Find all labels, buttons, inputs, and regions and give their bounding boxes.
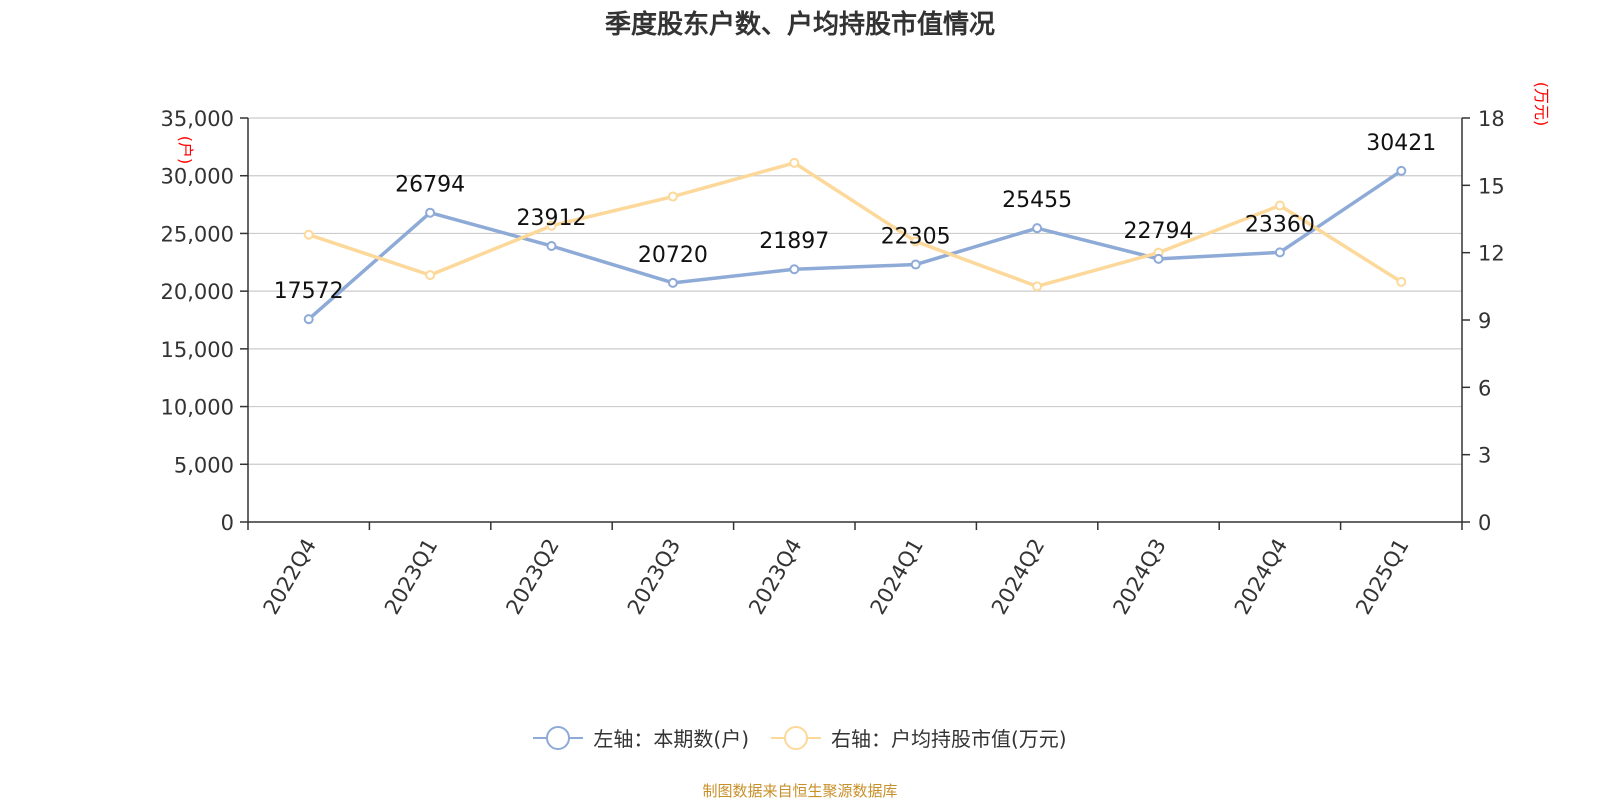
data-point-left <box>789 264 800 275</box>
x-tick-label: 2024Q3 <box>1108 535 1170 619</box>
data-label: 22794 <box>1124 219 1194 244</box>
y-left-tick-label: 30,000 <box>161 165 234 189</box>
legend-swatch-right <box>771 725 821 750</box>
legend-item-right-series[interactable]: 右轴：户均持股市值(万元) <box>771 723 1067 752</box>
x-tick-label: 2023Q2 <box>501 535 563 619</box>
data-point-right <box>303 229 314 240</box>
y-right-tick-label: 3 <box>1478 444 1491 468</box>
data-label: 21897 <box>759 229 829 254</box>
legend-item-left-series[interactable]: 左轴：本期数(户) <box>533 723 749 752</box>
x-tick-label: 2024Q1 <box>866 535 928 619</box>
data-label: 25455 <box>1002 188 1072 213</box>
x-tick-label: 2023Q3 <box>623 535 685 619</box>
y-right-axis-label: (万元) <box>1532 82 1551 127</box>
x-tick-label: 2024Q4 <box>1230 535 1292 619</box>
data-point-left <box>1274 247 1285 258</box>
y-right-tick-label: 12 <box>1478 242 1505 266</box>
y-left-axis-label: (户) <box>176 136 195 165</box>
data-point-right <box>667 191 678 202</box>
data-point-right <box>910 236 921 247</box>
data-point-right <box>425 270 436 281</box>
y-left-tick-label: 25,000 <box>161 222 234 246</box>
data-point-left <box>667 277 678 288</box>
legend-label-right: 右轴：户均持股市值(万元) <box>831 727 1067 751</box>
legend-label-left: 左轴：本期数(户) <box>593 727 749 751</box>
legend-swatch-left <box>533 725 584 750</box>
data-point-right <box>789 157 800 168</box>
data-point-left <box>1396 165 1407 176</box>
x-tick-label: 2022Q4 <box>259 535 321 619</box>
series-line-right <box>308 161 1403 289</box>
data-point-right <box>1032 281 1043 292</box>
data-point-right <box>1274 200 1285 211</box>
data-label: 23912 <box>517 206 587 231</box>
data-point-left <box>1032 223 1043 234</box>
data-point-right <box>1396 276 1407 287</box>
chart-title: 季度股东户数、户均持股市值情况 <box>604 10 995 40</box>
y-right-tick-label: 18 <box>1478 107 1505 131</box>
data-point-left <box>303 314 314 325</box>
y-left-tick-label: 20,000 <box>161 280 234 304</box>
data-point-left <box>910 259 921 270</box>
y-left-tick-label: 0 <box>221 511 234 535</box>
y-right-tick-label: 0 <box>1478 511 1491 535</box>
legend: 左轴：本期数(户) 右轴：户均持股市值(万元) <box>0 723 1600 752</box>
data-label: 26794 <box>395 173 465 198</box>
y-right-tick-label: 15 <box>1478 174 1505 198</box>
x-tick-label: 2025Q1 <box>1351 535 1413 619</box>
data-label: 17572 <box>274 279 344 304</box>
y-left-tick-label: 10,000 <box>161 396 234 420</box>
data-point-right <box>546 220 557 231</box>
data-point-left <box>1153 253 1164 264</box>
data-point-left <box>425 207 436 218</box>
y-right-tick-label: 9 <box>1478 309 1491 333</box>
data-label: 20720 <box>638 243 708 268</box>
x-tick-label: 2023Q4 <box>744 535 806 619</box>
x-tick-label: 2024Q2 <box>987 535 1049 619</box>
series-line-left <box>307 169 1403 321</box>
data-label: 22305 <box>881 225 951 250</box>
y-right-tick-label: 6 <box>1478 376 1491 400</box>
data-point-left <box>546 240 557 251</box>
y-left-tick-label: 15,000 <box>161 338 234 362</box>
x-tick-label: 2023Q1 <box>380 535 442 619</box>
data-label: 23360 <box>1245 212 1315 237</box>
y-left-tick-label: 35,000 <box>161 107 234 131</box>
y-left-tick-label: 5,000 <box>174 453 234 477</box>
source-note: 制图数据来自恒生聚源数据库 <box>702 782 898 800</box>
data-label: 30421 <box>1366 131 1436 156</box>
